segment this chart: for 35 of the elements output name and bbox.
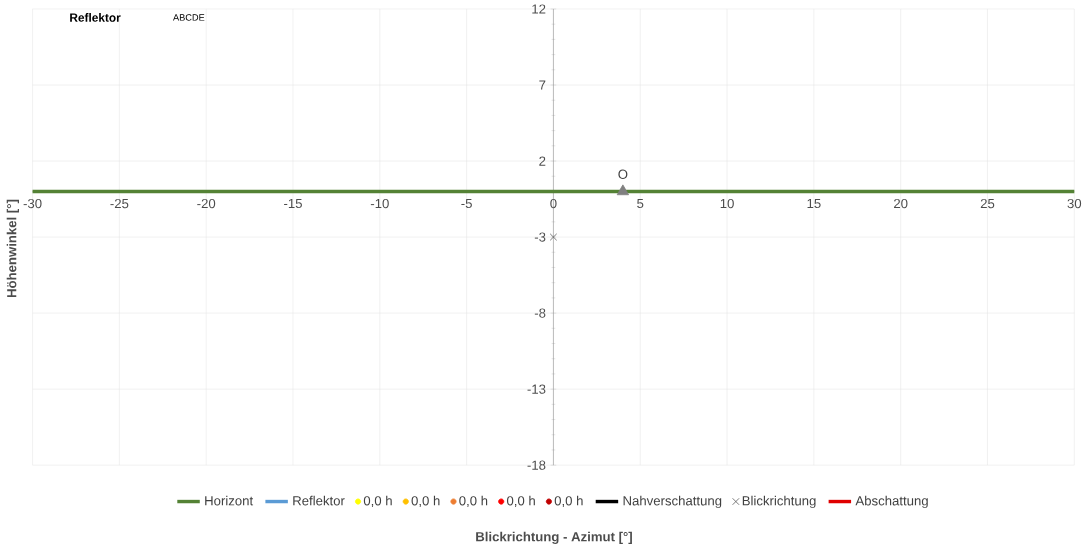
legend-label: Blickrichtung [742, 495, 816, 509]
x-tick-label: 5 [637, 199, 644, 209]
y-tick-label: -13 [527, 384, 546, 394]
x-tick-label: -10 [370, 199, 389, 209]
legend-label: 0,0 h [459, 495, 488, 508]
legend-label: Nahverschattung [623, 495, 722, 509]
x-axis-title: Blickrichtung - Azimut [°] [476, 531, 632, 545]
x-tick-label: 0 [550, 199, 557, 209]
x-tick-label: 30 [1067, 199, 1082, 209]
annotation: O [618, 169, 628, 180]
x-tick-label: -20 [197, 199, 216, 209]
legend-label: Reflektor [293, 495, 345, 506]
x-tick-label: -30 [23, 199, 42, 209]
y-tick-label: -3 [534, 232, 546, 242]
y-tick-label: -8 [534, 308, 546, 318]
x-tick-label: 10 [720, 199, 734, 209]
legend-label: 0,0 h [554, 495, 583, 508]
legend-label: 0,0 h [363, 495, 392, 508]
x-tick-label: -15 [284, 199, 302, 209]
legend-label: 0,0 h [506, 495, 535, 508]
x-tick-label: 25 [980, 199, 995, 209]
y-axis-title: Höhenwinkel [°] [6, 199, 19, 298]
x-tick-label: -25 [110, 199, 129, 209]
x-tick-label: -5 [461, 199, 472, 209]
y-tick-label: 7 [539, 80, 546, 90]
legend-label: 0,0 h [411, 495, 440, 508]
annotation: ABCDE [173, 14, 205, 21]
x-tick-label: 20 [894, 199, 908, 209]
legend-label: Abschattung [855, 495, 928, 509]
y-tick-label: 2 [539, 156, 546, 166]
y-tick-label: 12 [532, 4, 546, 14]
x-tick-label: 15 [807, 199, 821, 209]
annotation: Reflektor [70, 13, 121, 22]
y-tick-label: -18 [527, 460, 546, 470]
legend-label: Horizont [205, 495, 254, 506]
